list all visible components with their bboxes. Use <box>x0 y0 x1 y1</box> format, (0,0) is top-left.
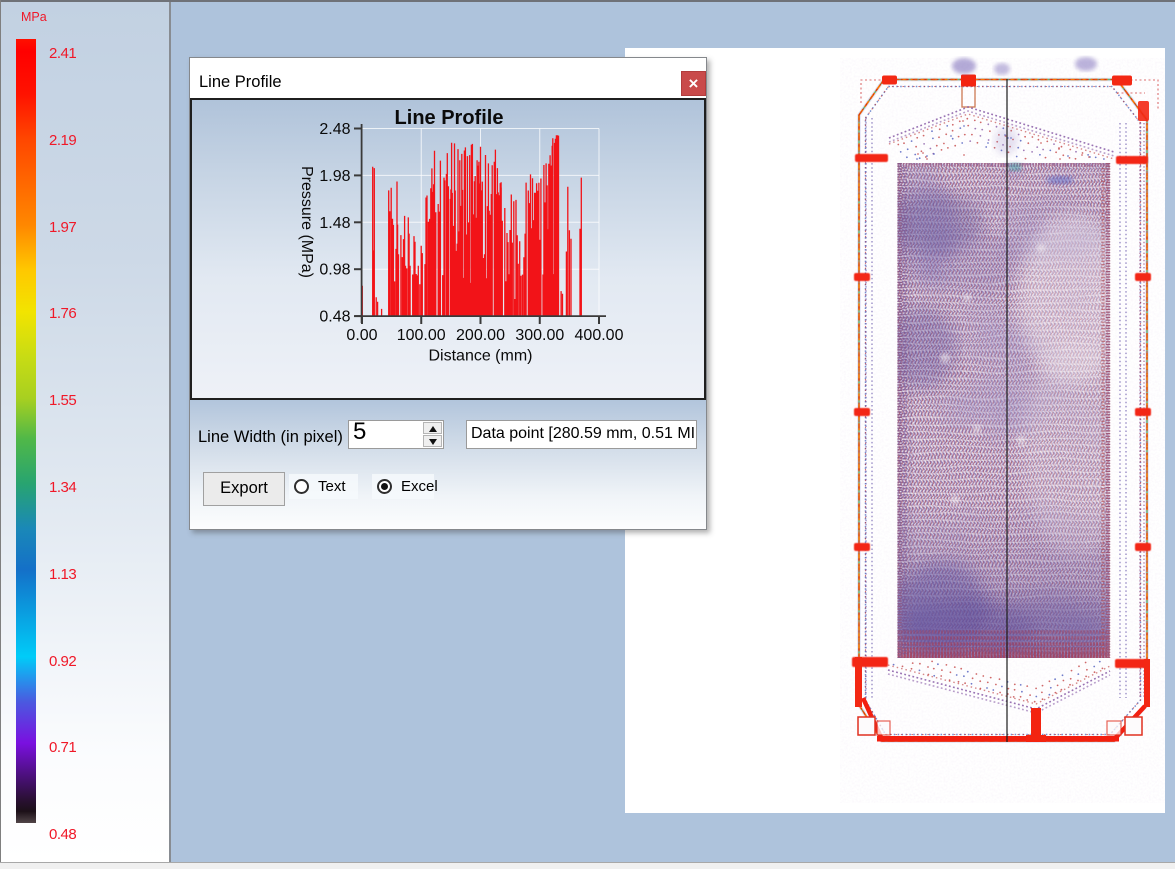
svg-text:0.00: 0.00 <box>346 327 377 344</box>
svg-text:100.00: 100.00 <box>397 327 446 344</box>
svg-text:Distance (mm): Distance (mm) <box>428 348 532 365</box>
svg-text:1.98: 1.98 <box>319 168 350 185</box>
svg-text:0.98: 0.98 <box>319 262 350 279</box>
svg-text:400.00: 400.00 <box>575 327 624 344</box>
svg-text:1.48: 1.48 <box>319 215 350 232</box>
svg-text:Pressure (MPa): Pressure (MPa) <box>298 166 315 278</box>
svg-text:0.48: 0.48 <box>319 309 350 326</box>
svg-text:Line Profile: Line Profile <box>395 107 504 129</box>
svg-text:200.00: 200.00 <box>456 327 505 344</box>
svg-text:300.00: 300.00 <box>515 327 564 344</box>
svg-text:2.48: 2.48 <box>319 121 350 138</box>
